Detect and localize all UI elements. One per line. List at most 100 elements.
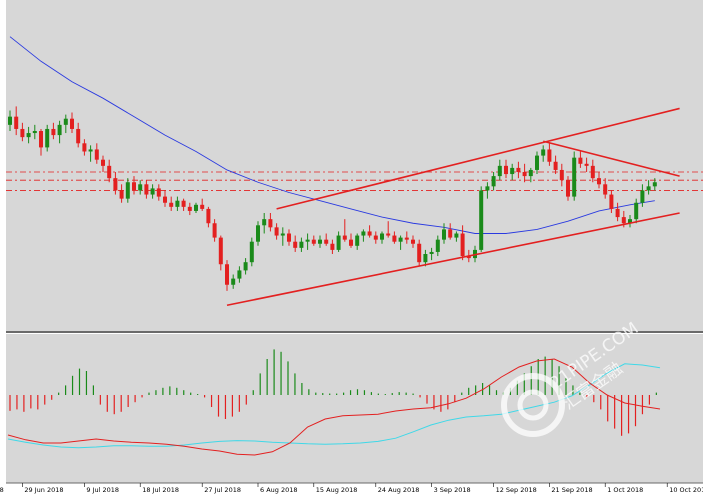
candle-body bbox=[417, 243, 422, 263]
candle-body bbox=[553, 161, 558, 170]
candle-body bbox=[318, 239, 322, 244]
candle-body bbox=[355, 235, 360, 246]
candle-31 bbox=[200, 198, 205, 211]
candle-body bbox=[293, 241, 298, 248]
candle-body bbox=[45, 128, 50, 148]
candle-35 bbox=[225, 260, 229, 291]
candle-body bbox=[435, 239, 440, 252]
candle-body bbox=[590, 165, 595, 179]
trend-line-0 bbox=[226, 212, 680, 307]
x-tick-label-10: 21 Sep 2018 bbox=[551, 486, 592, 494]
candle-21 bbox=[138, 180, 143, 195]
candle-body bbox=[535, 155, 539, 170]
candle-44 bbox=[280, 227, 285, 246]
candle-body bbox=[578, 157, 583, 164]
candle-88 bbox=[553, 155, 558, 175]
candle-body bbox=[20, 128, 25, 138]
candle-body bbox=[609, 194, 614, 209]
candle-body bbox=[218, 237, 223, 265]
candle-34 bbox=[218, 235, 223, 271]
candle-50 bbox=[318, 235, 322, 248]
candle-body bbox=[181, 200, 186, 207]
candle-body bbox=[212, 223, 217, 238]
candle-62 bbox=[392, 231, 397, 244]
candle-6 bbox=[45, 124, 50, 152]
candle-100 bbox=[628, 215, 632, 228]
candle-64 bbox=[404, 231, 409, 244]
candle-73 bbox=[460, 225, 465, 261]
candle-body bbox=[572, 157, 577, 197]
candle-42 bbox=[268, 213, 273, 232]
candle-56 bbox=[355, 233, 360, 250]
candle-47 bbox=[299, 237, 304, 252]
x-tick-label-7: 24 Aug 2018 bbox=[378, 486, 420, 494]
candle-body bbox=[132, 182, 136, 191]
candle-79 bbox=[497, 159, 502, 181]
candle-27 bbox=[175, 196, 180, 211]
candle-body bbox=[342, 235, 347, 240]
candle-body bbox=[57, 124, 62, 136]
candle-body bbox=[169, 202, 174, 207]
candle-43 bbox=[274, 223, 279, 240]
candle-body bbox=[156, 188, 161, 197]
candle-70 bbox=[442, 223, 446, 244]
candle-body bbox=[63, 118, 68, 125]
candle-14 bbox=[94, 143, 99, 164]
x-tick-label-0: 2018 bbox=[0, 486, 4, 494]
oscillator-lines bbox=[7, 358, 661, 456]
x-tick-label-8: 3 Sep 2018 bbox=[434, 486, 471, 494]
candle-11 bbox=[76, 122, 81, 148]
candle-93 bbox=[584, 157, 589, 172]
candle-10 bbox=[70, 112, 74, 134]
candle-body bbox=[138, 184, 143, 191]
candle-45 bbox=[287, 229, 291, 246]
x-tick-label-6: 15 Aug 2018 bbox=[316, 486, 358, 494]
candle-36 bbox=[231, 274, 236, 289]
candle-body bbox=[349, 239, 353, 246]
candle-46 bbox=[293, 235, 298, 252]
candle-4 bbox=[32, 124, 37, 140]
candle-body bbox=[243, 262, 248, 271]
candle-85 bbox=[535, 151, 539, 175]
candle-body bbox=[88, 149, 93, 152]
candle-59 bbox=[373, 231, 378, 244]
candle-body bbox=[442, 229, 446, 240]
x-tick-label-5: 6 Aug 2018 bbox=[260, 486, 298, 494]
candle-57 bbox=[361, 229, 366, 242]
candle-body bbox=[336, 235, 341, 250]
candle-38 bbox=[243, 258, 248, 275]
candle-body bbox=[256, 225, 260, 242]
candle-body bbox=[479, 190, 484, 250]
candle-body bbox=[398, 237, 403, 242]
candle-80 bbox=[504, 159, 508, 179]
candle-98 bbox=[615, 202, 620, 222]
candle-body bbox=[392, 235, 397, 242]
candles bbox=[8, 106, 657, 291]
candle-body bbox=[541, 149, 546, 156]
candle-67 bbox=[423, 249, 428, 267]
candle-95 bbox=[597, 172, 601, 189]
candle-body bbox=[287, 233, 291, 242]
candle-body bbox=[454, 233, 459, 238]
x-tick-label-9: 12 Sep 2018 bbox=[496, 486, 537, 494]
candle-54 bbox=[342, 219, 347, 242]
candle-52 bbox=[330, 239, 335, 254]
candle-40 bbox=[256, 221, 260, 246]
candle-22 bbox=[144, 180, 149, 199]
trend-line-1 bbox=[276, 107, 680, 210]
candle-body bbox=[373, 235, 378, 240]
candle-53 bbox=[336, 231, 341, 252]
candle-body bbox=[634, 202, 639, 220]
candle-body bbox=[200, 204, 205, 209]
candle-7 bbox=[51, 122, 56, 140]
candle-body bbox=[330, 243, 335, 250]
candle-body bbox=[14, 116, 19, 129]
candle-26 bbox=[169, 196, 174, 211]
watermark-logo-icon bbox=[501, 373, 565, 437]
candle-body bbox=[621, 217, 626, 224]
x-tick-label-3: 18 Jul 2018 bbox=[142, 486, 179, 494]
moving-average bbox=[9, 36, 655, 234]
candle-body bbox=[70, 118, 74, 129]
trend-line-2 bbox=[543, 140, 680, 177]
candle-body bbox=[597, 178, 601, 185]
